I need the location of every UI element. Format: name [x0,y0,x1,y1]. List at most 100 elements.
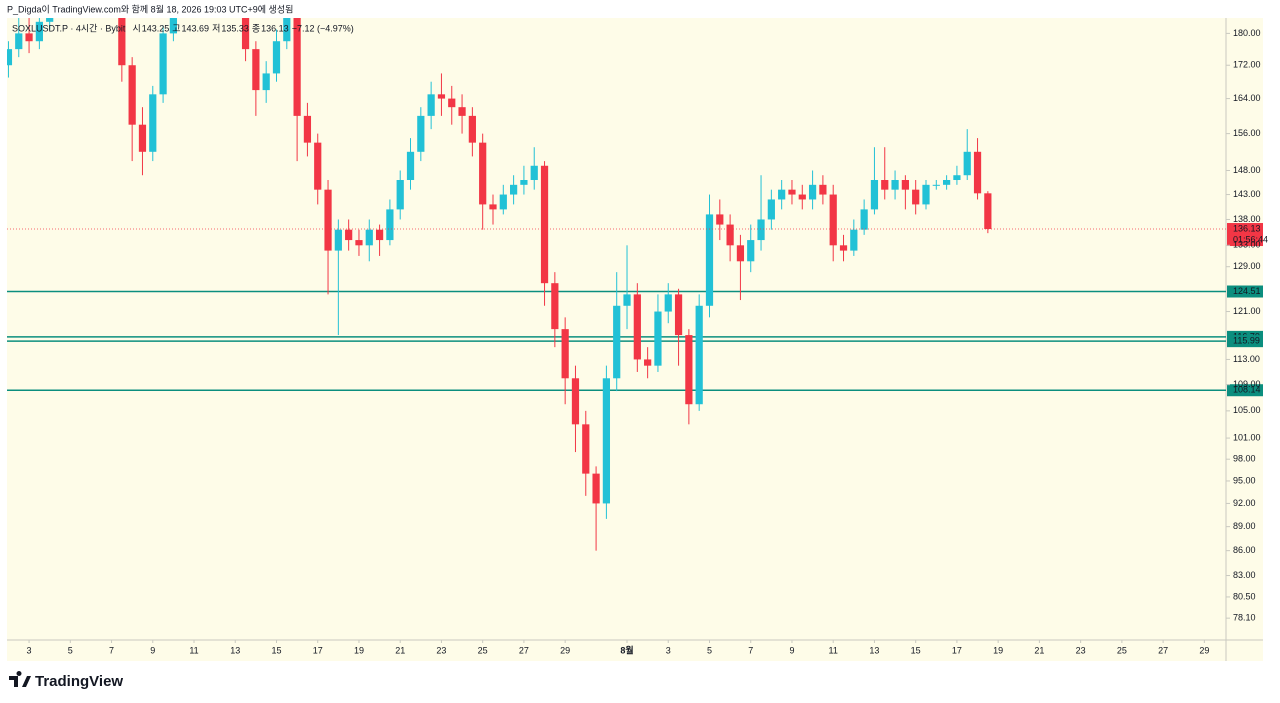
logo-icon [9,671,31,687]
countdown: 01:56:44 [1233,234,1268,244]
candle-body [963,151,971,176]
candle-body [819,184,827,195]
y-tick-label: 138.00 [1233,214,1261,224]
y-tick-label: 98.00 [1233,454,1256,464]
ohlc-low: 135.33 [221,23,249,33]
candle-body [736,245,745,262]
x-tick-label: 5 [707,645,712,655]
y-tick-label: 80.50 [1233,591,1256,601]
candle-body [973,151,982,194]
candle-body [644,359,652,366]
candle-body [241,18,250,50]
y-tick-label: 109.00 [1233,379,1261,389]
brand-logo: TradingView [9,671,123,690]
candle-body [716,214,724,225]
x-tick-label: 27 [1158,645,1168,655]
candle-body [881,180,889,190]
x-tick-label: 13 [869,645,879,655]
candle-body [159,33,167,95]
candle-body [345,229,353,241]
ohlc-prefix: 종 [252,23,260,33]
candle-body [922,184,930,205]
candle-body [437,94,446,99]
candle-body [25,33,33,42]
candle-body [685,335,693,405]
x-tick-label: 9 [789,645,794,655]
candle-body [427,94,435,116]
candle-body [468,115,476,143]
candle-body [798,194,806,200]
y-tick-label: 172.00 [1233,60,1261,70]
candle-body [829,194,837,246]
level-label-box [1227,285,1263,298]
candle-body [582,424,590,474]
x-tick-label: 21 [1034,645,1044,655]
candle-body [314,142,322,190]
candle-body [479,142,487,205]
candle-body [747,240,755,262]
x-tick-label: 25 [1117,645,1127,655]
candle-body [767,199,775,220]
x-tick-label: 13 [230,645,240,655]
candle-body [726,224,734,246]
candle-body [602,378,611,504]
y-tick-label: 78.10 [1233,613,1256,623]
candle-body [334,229,342,251]
x-tick-label: 9 [150,645,155,655]
candle-body [520,180,528,185]
candle-body [15,33,23,50]
x-tick-label: 15 [271,645,281,655]
x-tick-label: 17 [952,645,962,655]
y-tick-label: 164.00 [1233,93,1261,103]
x-tick-label: 23 [1076,645,1086,655]
x-tick-label: 3 [666,645,671,655]
y-tick-label: 92.00 [1233,498,1256,508]
candle-body [592,473,600,504]
candle-body [808,184,817,200]
candle-body [324,189,332,251]
x-tick-label: 7 [109,645,114,655]
brand: TradingView [35,673,123,690]
y-tick-label: 133.00 [1233,240,1261,250]
y-tick-label: 89.00 [1233,521,1256,531]
candle-body [7,49,13,66]
x-tick-label: 17 [313,645,323,655]
ohlc-open: 143.25 [142,23,170,33]
candle-body [623,294,631,306]
candle-body [417,115,425,152]
candle-body [633,294,641,360]
candle-body [850,229,858,251]
candle-body [757,219,765,241]
candle-body [149,94,157,152]
candle-body [932,184,940,186]
candle-body [169,18,178,34]
candle-body [138,124,147,152]
y-tick-label: 105.00 [1233,405,1261,415]
y-tick-label: 95.00 [1233,475,1256,485]
candle-body [499,194,507,210]
candle-body [283,18,291,42]
x-tick-label: 11 [189,645,198,655]
ohlc-prefix: 고 [172,23,180,33]
candle-body [386,209,394,241]
candle-body [252,49,260,91]
y-tick-label: 156.00 [1233,128,1261,138]
symbol: SOXLUSDT.P · 4시간 · Bybit [12,23,126,33]
candle-body [458,107,466,116]
header: P_Digda이 TradingView.com와 함께 8월 18, 2026… [7,3,293,14]
y-tick-label: 113.00 [1233,354,1260,364]
candle-body [128,65,136,125]
candle-body [912,189,920,205]
candle-body [406,151,415,181]
candle-body [674,294,683,336]
level-label: 115.99 [1233,336,1260,346]
candle-body [664,294,672,312]
ohlc-prefix: 시 [132,23,140,33]
candle-body [654,311,662,366]
candle-body [303,115,312,143]
candle-body [272,41,281,74]
candle-body [695,305,703,405]
y-tick-label: 101.00 [1233,432,1261,442]
candle-body [839,245,848,251]
